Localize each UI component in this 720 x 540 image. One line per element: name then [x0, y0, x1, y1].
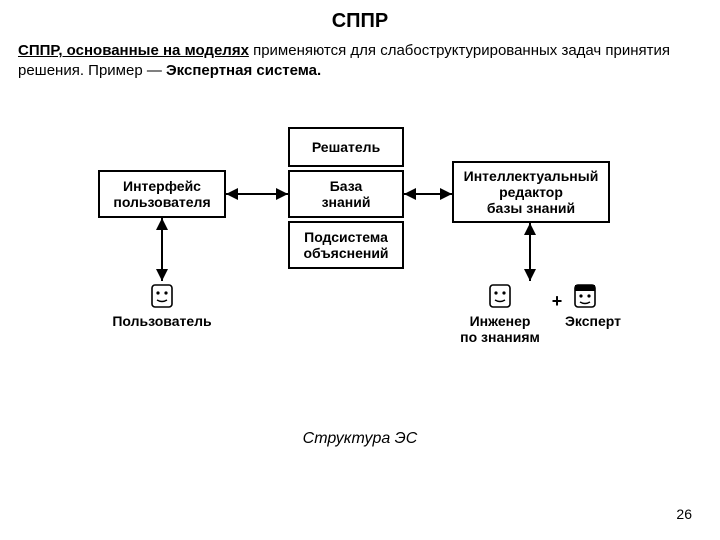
- box-ui: Интерфейс пользователя: [98, 170, 226, 218]
- label-expert: Эксперт: [558, 313, 628, 329]
- user-face-icon: [152, 285, 172, 307]
- box-kb: База знаний: [288, 170, 404, 218]
- engineer-face-icon: [490, 285, 510, 307]
- subtitle-paragraph: СППР, основанные на моделях применяются …: [0, 33, 720, 82]
- page-number: 26: [676, 506, 692, 522]
- label-engineer: Инженер по знаниям: [460, 313, 540, 345]
- subtitle-lead: СППР, основанные на моделях: [18, 42, 249, 59]
- plus-sign: +: [547, 291, 567, 312]
- expert-face-icon: [575, 285, 595, 307]
- diagram-area: Интерфейс пользователя Решатель База зна…: [0, 115, 720, 415]
- subtitle-bold: Экспертная система.: [166, 62, 321, 79]
- box-editor: Интеллектуальный редактор базы знаний: [452, 161, 610, 223]
- box-explain: Подсистема объяснений: [288, 221, 404, 269]
- label-user: Пользователь: [112, 313, 212, 329]
- box-solver: Решатель: [288, 127, 404, 167]
- figure-caption: Структура ЭС: [0, 430, 720, 448]
- page-title: СППР: [0, 0, 720, 33]
